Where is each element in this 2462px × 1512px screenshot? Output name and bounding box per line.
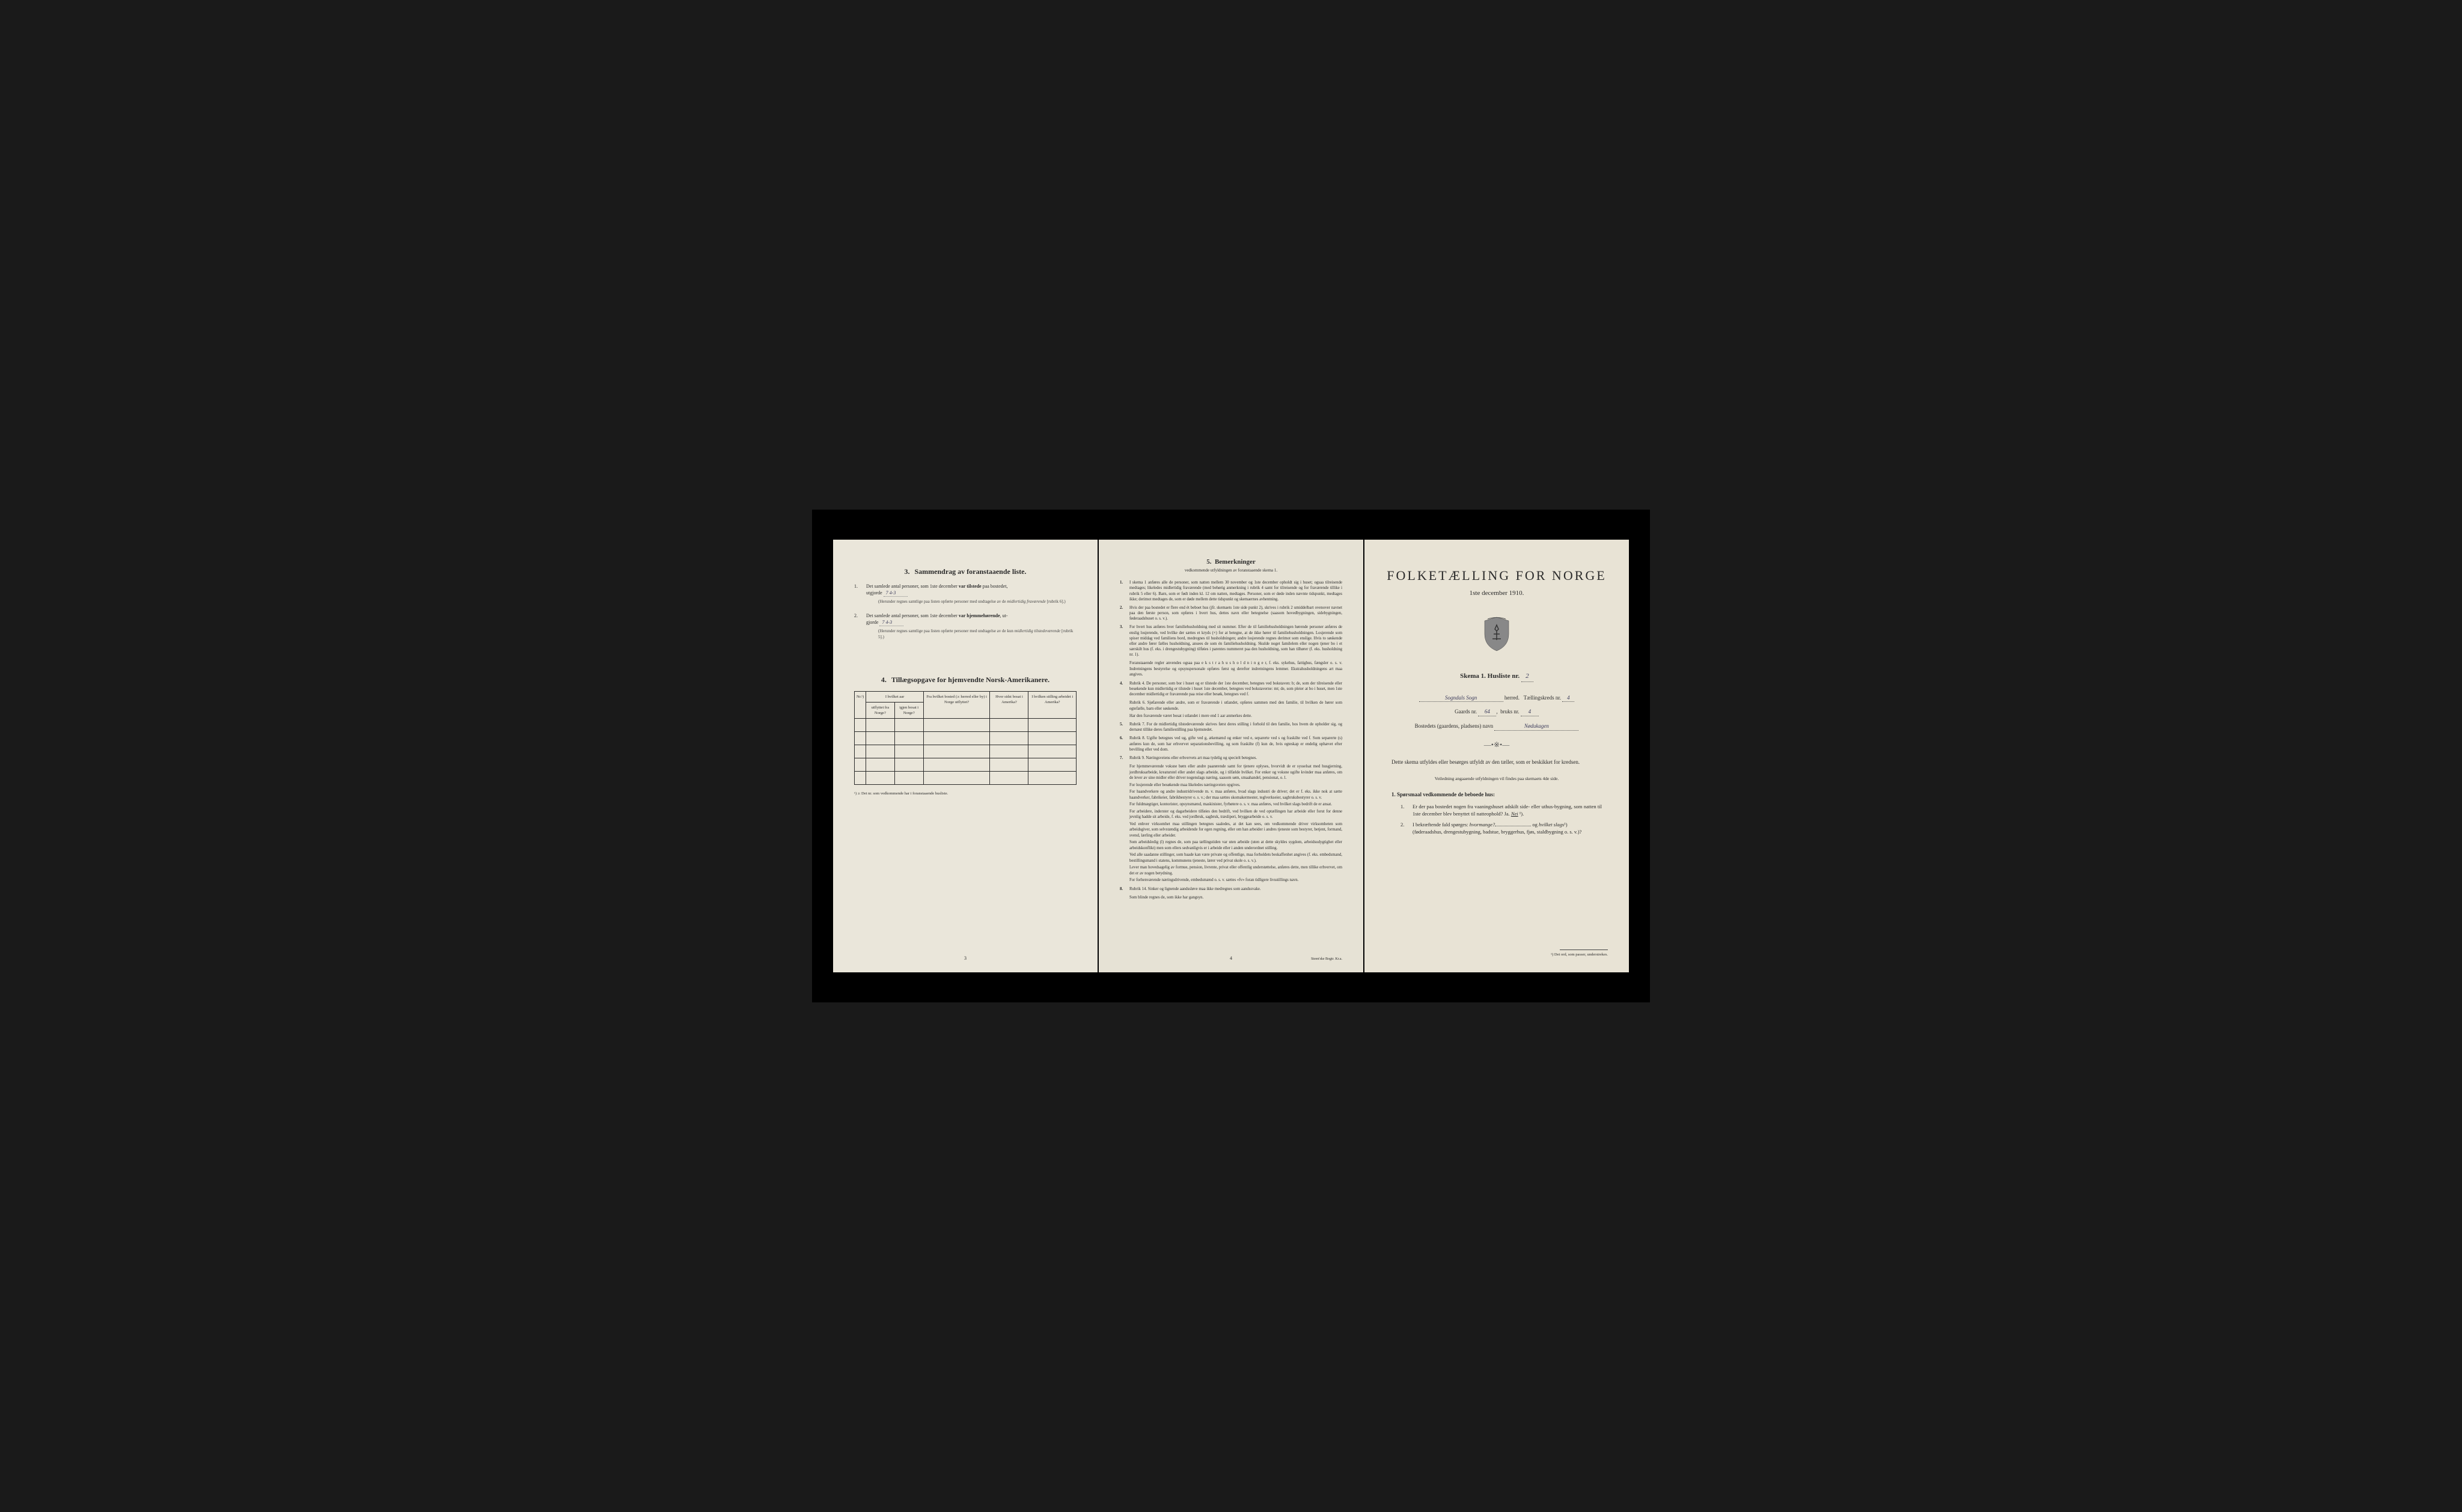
bosted-line: Bostedets (gaardens, pladsens) navn Nødu… (1385, 722, 1608, 731)
col-stilling: I hvilken stilling arbeidet i Amerika? (1028, 691, 1077, 718)
col-aar-group: I hvilket aar (866, 691, 924, 702)
table-row (855, 732, 1077, 745)
gaard-nr: 64 (1478, 708, 1496, 716)
bemerkning-sub: Har den fraværende været bosat i utlande… (1129, 713, 1342, 719)
bemerkning-sub: Som blinde regnes de, som ikke har gangs… (1129, 895, 1342, 901)
bemerkning-item: 1.I skema 1 anføres alle de personer, so… (1120, 580, 1342, 602)
bemerkning-item: 4.Rubrik 4. De personer, som bor i huset… (1120, 681, 1342, 698)
bemerkning-sub: For hjemmeværende voksne børn eller andr… (1129, 764, 1342, 781)
bruks-nr: 4 (1521, 708, 1539, 716)
printer-credit: Steen'ske Bogtr. Kr.a. (1311, 957, 1342, 962)
hjemme-count: 7 4-3 (879, 619, 903, 626)
bemerkning-item: 5.Rubrik 7. For de midlertidig tilstedev… (1120, 722, 1342, 733)
skema-line: Skema 1. Husliste nr. 2 (1385, 672, 1608, 681)
col-nr: Nr.¹) (855, 691, 866, 718)
question-heading: 1. Spørsmaal vedkommende de beboede hus: (1391, 791, 1608, 799)
instruction-sub: Veiledning angaaende utfyldningen vil fi… (1385, 776, 1608, 782)
bemerkning-sub: Som arbeidsledig (l) regnes de, som paa … (1129, 840, 1342, 851)
bemerkning-sub: For fuldmægtiger, kontorister, opsynsmæn… (1129, 802, 1342, 808)
ornament-icon: ―•※•― (1385, 740, 1608, 750)
census-date: 1ste december 1910. (1385, 589, 1608, 598)
bemerkning-item: 6.Rubrik 8. Ugifte betegnes ved ug, gift… (1120, 736, 1342, 752)
item2-note: (Herunder regnes samtlige paa listen opf… (878, 629, 1077, 641)
item1-note: (Herunder regnes samtlige paa listen opf… (878, 599, 1077, 605)
bemerkning-item: 8.Rubrik 14. Sinker og lignende aandsslø… (1120, 886, 1342, 892)
q1-answer: Nei (1511, 811, 1518, 817)
herred-value: Sogndals Sogn (1419, 694, 1503, 703)
husliste-nr: 2 (1521, 672, 1533, 681)
document-frame: 3.Sammendrag av foranstaaende liste. 1. … (812, 510, 1650, 1002)
amerikanere-table: Nr.¹) I hvilket aar Fra hvilket bosted (… (854, 691, 1077, 785)
bemerkning-sub: Ved enhver virksomhet maa stillingen bet… (1129, 822, 1342, 839)
section-4-title: 4.Tillægsopgave for hjemvendte Norsk-Ame… (854, 675, 1077, 685)
table-row (855, 719, 1077, 732)
page-number: 4 (1230, 955, 1232, 962)
bemerkning-sub: Rubrik 6. Sjøfarende eller andre, som er… (1129, 700, 1342, 712)
section-5-subtitle: vedkommende utfyldningen av foranstaaend… (1120, 568, 1342, 574)
table-row (855, 745, 1077, 758)
summary-item-2: 2. Det samlede antal personer, som 1ste … (854, 612, 1077, 643)
bemerkning-sub: For arbeidere, inderster og dagarbeidere… (1129, 809, 1342, 820)
col-utflyttet: utflyttet fra Norge? (866, 702, 894, 718)
kreds-nr: 4 (1562, 694, 1574, 703)
section-3-title: 3.Sammendrag av foranstaaende liste. (854, 567, 1077, 577)
gaard-line: Gaards nr. 64, bruks nr. 4 (1385, 708, 1608, 716)
question-2: 2. I bekræftende fald spørges: hvormange… (1401, 822, 1602, 836)
tilstede-count: 7 4-3 (884, 590, 908, 597)
question-1: 1. Er der paa bostedet nogen fra vaaning… (1401, 803, 1602, 818)
bemerkning-item: 3.For hvert hus anføres hver familiehush… (1120, 624, 1342, 657)
bemerkning-sub: Ved alle saadanne stillinger, som baade … (1129, 852, 1342, 864)
bemerkning-item: 7.Rubrik 9. Næringsveiens eller erhverve… (1120, 755, 1342, 761)
table-footnote: ¹) ɔ: Det nr. som vedkommende har i fora… (854, 791, 1077, 796)
table-row (855, 758, 1077, 772)
page-right: FOLKETÆLLING FOR NORGE 1ste december 191… (1364, 540, 1629, 972)
census-title: FOLKETÆLLING FOR NORGE (1385, 567, 1608, 585)
bemerkning-sub: For haandverkere og andre industridriven… (1129, 789, 1342, 800)
col-bosted: Fra hvilket bosted (ɔ: herred eller by) … (923, 691, 990, 718)
question-section: 1. Spørsmaal vedkommende de beboede hus:… (1385, 791, 1608, 835)
bemerkninger-list: 1.I skema 1 anføres alle de personer, so… (1120, 580, 1342, 900)
bemerkning-sub: For losjerende eller besøkende maa likel… (1129, 782, 1342, 788)
herred-line: Sogndals Sogn herred. Tællingskreds nr. … (1385, 694, 1608, 703)
bemerkning-sub: Foranstaaende regler anvendes ogsaa paa … (1129, 660, 1342, 678)
section-5-title: 5. Bemerkninger (1120, 558, 1342, 567)
page-middle: 5. Bemerkninger vedkommende utfyldningen… (1099, 540, 1363, 972)
bosted-value: Nødukagen (1494, 722, 1578, 731)
bemerkning-sub: For forhenværende næringsdrivende, embed… (1129, 877, 1342, 883)
instruction-text: Dette skema utfyldes eller besørges utfy… (1391, 758, 1602, 767)
page3-footnote: ¹) Det ord, som passer, understrekes. (1551, 950, 1608, 957)
page-left: 3.Sammendrag av foranstaaende liste. 1. … (833, 540, 1098, 972)
coat-of-arms-icon (1385, 616, 1608, 654)
page-number: 3 (964, 955, 967, 962)
col-igjen: igjen bosat i Norge? (894, 702, 923, 718)
col-sidst: Hvor sidst bosat i Amerika? (990, 691, 1028, 718)
table-row (855, 772, 1077, 785)
bemerkning-item: 2.Hvis der paa bostedet er flere end ét … (1120, 605, 1342, 622)
bemerkning-sub: Lever man hovedsagelig av formue, pensio… (1129, 865, 1342, 876)
summary-item-1: 1. Det samlede antal personer, som 1ste … (854, 583, 1077, 608)
